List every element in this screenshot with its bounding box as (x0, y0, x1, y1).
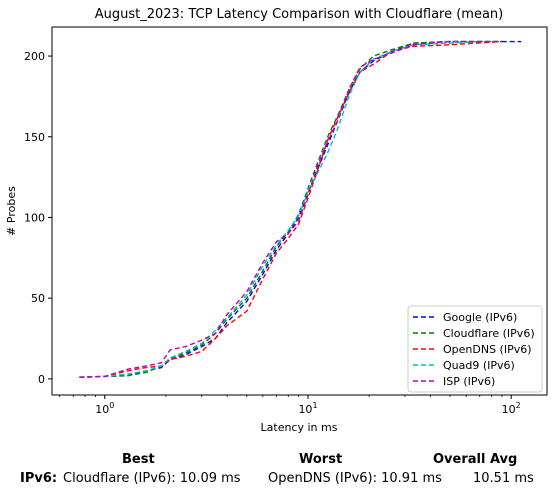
legend-entry: Cloudflare (IPv6) (443, 327, 535, 340)
ipv6-row-label: IPv6: (20, 471, 58, 486)
legend-entry: OpenDNS (IPv6) (443, 343, 532, 356)
series-line-2 (79, 40, 502, 378)
legend-box (407, 305, 543, 393)
worst-value: OpenDNS (IPv6): 10.91 ms (268, 471, 442, 486)
series-line-1 (79, 40, 502, 378)
series-line-0 (79, 40, 522, 378)
best-value: Cloudflare (IPv6): 10.09 ms (63, 471, 241, 486)
y-axis-label: # Probes (5, 186, 18, 236)
x-axis-label: Latency in ms (261, 421, 338, 434)
legend-entry: ISP (IPv6) (443, 375, 495, 388)
y-tick-label: 100 (24, 211, 45, 224)
y-tick-label: 150 (24, 131, 45, 144)
overall-avg-header: Overall Avg (433, 452, 518, 467)
plot-frame (51, 26, 548, 396)
x-tick-label: 100 (95, 401, 114, 416)
y-axis: 0 50 100 150 200 (24, 50, 52, 386)
legend-entry: Google (IPv6) (443, 311, 517, 324)
best-header: Best (122, 452, 155, 467)
x-axis: 100 101 102 (59, 395, 521, 416)
x-tick-label: 102 (502, 401, 521, 416)
worst-header: Worst (299, 452, 343, 467)
x-tick-label: 101 (298, 401, 317, 416)
legend: Google (IPv6) Cloudflare (IPv6) OpenDNS (I… (407, 305, 543, 393)
y-tick-label: 50 (31, 292, 45, 305)
legend-entry: Quad9 (IPv6) (443, 359, 515, 372)
series-line-4 (79, 40, 502, 378)
y-tick-label: 0 (38, 373, 45, 386)
chart-title: August_2023: TCP Latency Comparison with… (95, 7, 504, 22)
overall-avg-value: 10.51 ms (473, 471, 534, 486)
plot-area (79, 40, 522, 378)
y-tick-label: 200 (24, 50, 45, 63)
